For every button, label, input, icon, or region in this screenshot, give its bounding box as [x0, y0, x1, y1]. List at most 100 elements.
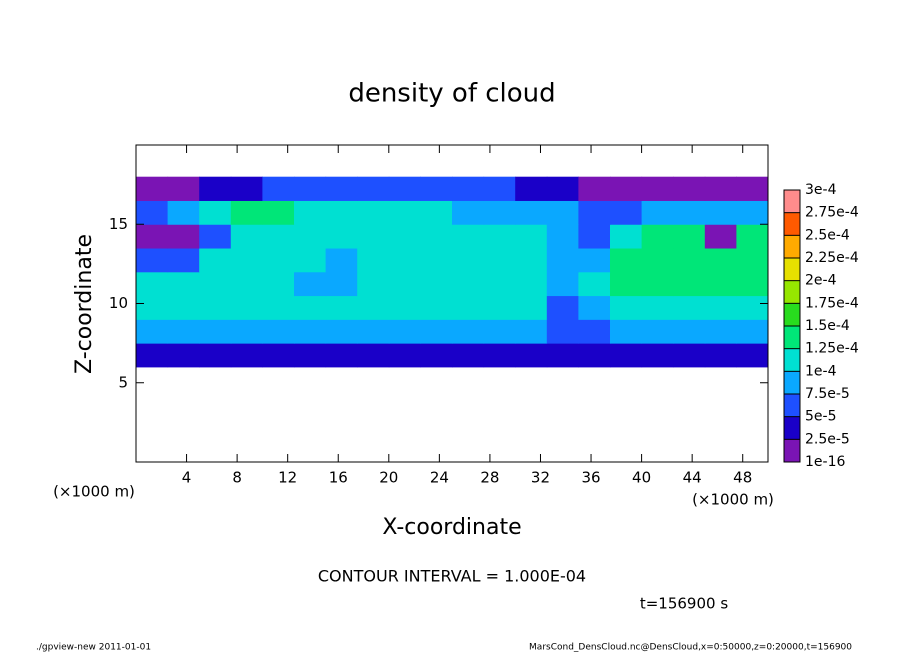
- colorbar-bin: [784, 371, 800, 394]
- heat-cell: [167, 224, 200, 249]
- heat-cell: [483, 224, 516, 249]
- heat-cell: [167, 248, 200, 273]
- heat-cell: [262, 295, 295, 320]
- heat-cell: [325, 248, 358, 273]
- heat-cell: [578, 343, 611, 368]
- heat-cell: [262, 200, 295, 225]
- heat-cell: [294, 271, 327, 297]
- heat-cell: [704, 224, 737, 249]
- heat-cell: [357, 248, 390, 273]
- heat-cell: [483, 271, 516, 297]
- heat-cell: [736, 224, 769, 249]
- heat-cell: [736, 176, 769, 201]
- heat-cell: [515, 319, 548, 344]
- y-tick-label: 5: [118, 373, 128, 391]
- heat-cell: [420, 248, 453, 273]
- heat-cell: [515, 248, 548, 273]
- heat-cell: [515, 200, 548, 225]
- heat-cell: [452, 343, 485, 368]
- heat-cell: [357, 343, 390, 368]
- heat-cell: [357, 271, 390, 297]
- heat-cell: [578, 224, 611, 249]
- colorbar-label: 5e-5: [805, 409, 836, 425]
- heat-cell: [610, 295, 643, 320]
- heat-cell: [578, 200, 611, 225]
- heat-cell: [262, 248, 295, 273]
- heat-cell: [294, 200, 327, 225]
- heat-cell: [546, 200, 579, 225]
- heat-cell: [610, 271, 643, 297]
- heat-cell: [136, 224, 169, 249]
- chart-title: density of cloud: [348, 79, 555, 109]
- x-tick-label: 32: [531, 469, 550, 487]
- heat-cell: [704, 343, 737, 368]
- heat-cell: [420, 200, 453, 225]
- colorbar-bin: [784, 190, 800, 213]
- heat-cell: [199, 224, 232, 249]
- heat-cell: [610, 248, 643, 273]
- heat-cell: [325, 176, 358, 201]
- heat-cell: [294, 343, 327, 368]
- heat-cell: [704, 248, 737, 273]
- heat-cell: [420, 343, 453, 368]
- time-label: t=156900 s: [640, 595, 728, 613]
- heat-cell: [641, 224, 674, 249]
- heat-cell: [167, 343, 200, 368]
- colorbar-label: 1.5e-4: [805, 318, 850, 334]
- heat-cell: [641, 271, 674, 297]
- heat-cell: [167, 271, 200, 297]
- footer-right: MarsCond_DensCloud.nc@DensCloud,x=0:5000…: [529, 643, 852, 653]
- heat-cell: [673, 295, 706, 320]
- heat-cell: [199, 295, 232, 320]
- heat-cell: [673, 343, 706, 368]
- colorbar-bin: [784, 280, 800, 304]
- heat-cell: [420, 295, 453, 320]
- heat-cell: [452, 248, 485, 273]
- colorbar-label: 3e-4: [805, 182, 837, 198]
- colorbar-label: 2.75e-4: [805, 205, 859, 221]
- heat-cell: [483, 319, 516, 344]
- heat-cell: [546, 295, 579, 320]
- heat-cell: [262, 271, 295, 297]
- heat-cell: [325, 295, 358, 320]
- heat-cell: [610, 343, 643, 368]
- heat-cell: [136, 295, 169, 320]
- x-tick-label: 12: [278, 469, 297, 487]
- heat-cell: [167, 295, 200, 320]
- heat-cell: [610, 176, 643, 201]
- heat-cell: [199, 176, 232, 201]
- heat-cell: [673, 176, 706, 201]
- colorbar-label: 1.75e-4: [805, 295, 859, 311]
- heat-cell: [294, 224, 327, 249]
- heat-cell: [199, 271, 232, 297]
- heat-cell: [641, 343, 674, 368]
- heat-cell: [483, 176, 516, 201]
- heat-cell: [483, 295, 516, 320]
- colorbar-label: 7.5e-5: [805, 386, 850, 402]
- heat-cell: [388, 343, 421, 368]
- heat-cell: [136, 176, 169, 201]
- heat-cell: [452, 319, 485, 344]
- heat-cell: [420, 176, 453, 201]
- heat-cell: [578, 295, 611, 320]
- heat-cell: [167, 176, 200, 201]
- x-tick-label: 8: [232, 469, 242, 487]
- colorbar-bin: [784, 439, 800, 462]
- heat-cell: [736, 343, 769, 368]
- heat-cell: [136, 319, 169, 344]
- heat-cell: [452, 295, 485, 320]
- colorbar-bin: [784, 212, 800, 236]
- colorbar-label: 2.5e-5: [805, 431, 850, 447]
- heat-cell: [357, 200, 390, 225]
- heat-cell: [546, 271, 579, 297]
- heat-cell: [230, 295, 263, 320]
- contour-note: CONTOUR INTERVAL = 1.000E-04: [318, 567, 586, 586]
- colorbar-label: 2.25e-4: [805, 250, 859, 266]
- x-tick-label: 40: [632, 469, 651, 487]
- heat-cell: [199, 319, 232, 344]
- heat-cell: [230, 200, 263, 225]
- heat-cell: [704, 176, 737, 201]
- heat-cell: [546, 224, 579, 249]
- heat-cell: [704, 319, 737, 344]
- heat-cell: [610, 319, 643, 344]
